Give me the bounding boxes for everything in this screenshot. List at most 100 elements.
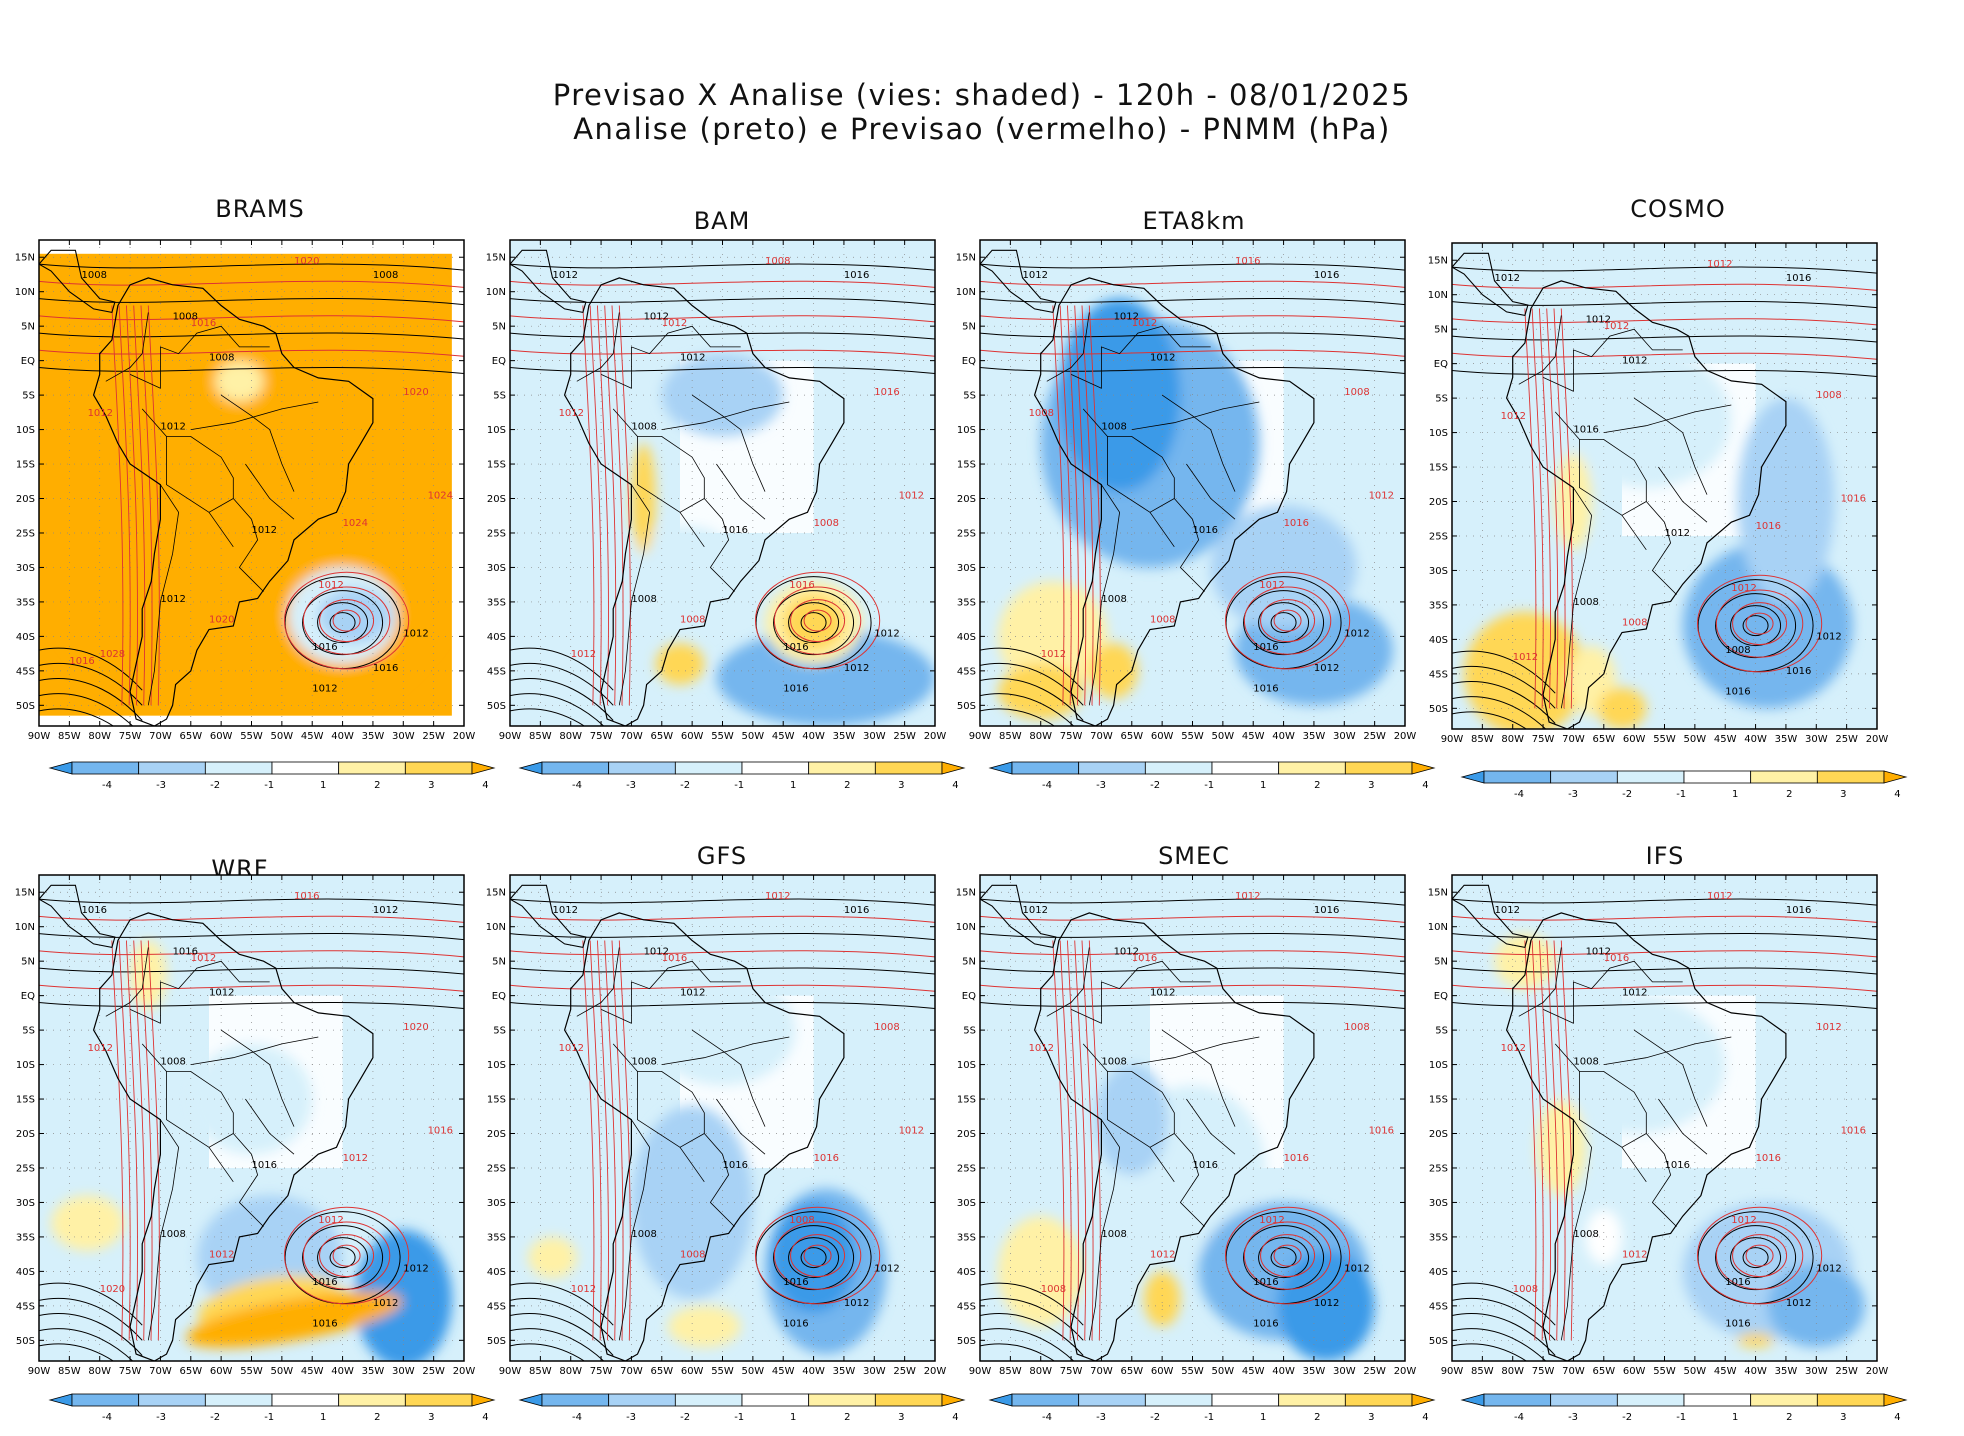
colorbar-label: 1 <box>790 780 796 791</box>
isobar-line <box>39 1282 143 1326</box>
low-pressure-isobar-forecast <box>1745 1244 1774 1267</box>
latitude-label: 30S <box>487 563 506 574</box>
forecast-contour-label: 1012 <box>899 491 924 502</box>
andes-isobar-forecast <box>611 305 624 706</box>
latitude-label: 5S <box>493 1026 506 1037</box>
analysis-contour-label: 1012 <box>1586 314 1611 325</box>
longitude-label: 45W <box>301 1366 324 1377</box>
latitude-label: EQ <box>962 991 976 1002</box>
analysis-contour-label: 1016 <box>1253 642 1278 653</box>
colorbar-segment <box>138 1393 206 1407</box>
colorbar-label: 4 <box>1894 789 1900 800</box>
colorbar-label: -3 <box>1568 789 1578 800</box>
country-border <box>1554 1043 1677 1227</box>
latitude-label: 5S <box>22 391 35 402</box>
longitude-label: 45W <box>1714 1366 1737 1377</box>
colorbar-segment <box>338 761 406 775</box>
country-border <box>1560 487 1593 709</box>
longitude-label: 85W <box>529 1366 552 1377</box>
colorbar-label: -2 <box>210 780 220 791</box>
longitude-label: 40W <box>1272 1366 1295 1377</box>
colorbar-label: 2 <box>374 780 380 791</box>
latitude-label: 20S <box>1429 1129 1448 1140</box>
andes-isobar-forecast <box>133 940 146 1341</box>
country-border <box>1046 312 1090 382</box>
analysis-contour-label: 1012 <box>1114 946 1139 957</box>
analysis-contour-label: 1008 <box>82 270 107 281</box>
forecast-contour-label: 1012 <box>1150 1250 1175 1261</box>
map-wrf: 1016 101210161012100810161012101610121016… <box>15 874 475 1377</box>
latitude-label: 35S <box>1429 600 1448 611</box>
analysis-contour-label: 1012 <box>874 628 899 639</box>
latitude-label: 5S <box>1435 394 1448 405</box>
isobar-line <box>980 1282 1084 1326</box>
analysis-contour-label: 1016 <box>844 270 869 281</box>
latitude-label: 15S <box>16 1095 35 1106</box>
forecast-contour-label: 1008 <box>1513 1284 1538 1295</box>
analysis-contour-label: 1012 <box>1314 663 1339 674</box>
latitude-label: 5S <box>963 1026 976 1037</box>
low-pressure-isobar-forecast <box>283 571 410 670</box>
country-border <box>1603 1036 1732 1065</box>
longitude-label: 85W <box>999 1366 1022 1377</box>
map-bam: 1012 101610121012100810161012101610121016… <box>486 239 946 742</box>
longitude-label: 60W <box>1623 734 1646 745</box>
isobar-line <box>39 298 464 306</box>
andes-isobar-forecast <box>1052 940 1065 1341</box>
forecast-contour-label: 1020 <box>100 1284 125 1295</box>
colorbar-segment <box>1278 1393 1346 1407</box>
lat-lon-grid <box>980 875 1405 1361</box>
country-border <box>618 1119 651 1341</box>
latitude-label: 10S <box>487 425 506 436</box>
lat-lon-grid <box>39 240 464 726</box>
isobar-line <box>1452 266 1877 274</box>
latitude-label: 15S <box>16 460 35 471</box>
colorbar-segment <box>608 1393 676 1407</box>
longitude-label: 20W <box>453 1366 476 1377</box>
isobar-line <box>39 967 464 975</box>
analysis-contour-label: 1012 <box>1150 353 1175 364</box>
longitude-label: 25W <box>422 1366 445 1377</box>
colorbar-label: -3 <box>626 1412 636 1423</box>
country-border <box>1633 397 1708 495</box>
colorbar-label: 1 <box>1732 1412 1738 1423</box>
colorbar-smec: -4 -3 -2 -1 1 2 3 4 <box>988 1393 1436 1423</box>
forecast-contour-label: 1016 <box>1235 256 1260 267</box>
longitude-label: 65W <box>1592 734 1615 745</box>
country-border <box>716 1098 766 1155</box>
panel-title-gfs: GFS <box>696 842 748 870</box>
latitude-label: 10S <box>16 1060 35 1071</box>
forecast-contour-label: 1012 <box>318 580 343 591</box>
colorbar-segment <box>471 761 496 775</box>
latitude-label: 5N <box>1434 325 1448 336</box>
isobar-line <box>980 950 1405 958</box>
latitude-label: 50S <box>1429 704 1448 715</box>
longitude-label: 65W <box>1120 731 1143 742</box>
isobar-line <box>39 662 143 706</box>
isobar-line <box>980 263 1405 271</box>
forecast-contour-label: 1016 <box>1604 953 1629 964</box>
forecast-contour-label: 1012 <box>571 1284 596 1295</box>
forecast-contour-label: 1016 <box>814 1153 839 1164</box>
longitude-label: 35W <box>1303 731 1326 742</box>
low-pressure-isobar-forecast <box>332 609 361 632</box>
isobar-line <box>39 1001 464 1010</box>
longitude-label: 80W <box>1501 734 1524 745</box>
latitude-label: 40S <box>1429 1267 1448 1278</box>
country-border <box>105 947 149 1017</box>
analysis-contour-label: 1016 <box>1253 1277 1278 1288</box>
longitude-label: 55W <box>711 1366 734 1377</box>
andes-isobar-forecast <box>589 940 602 1341</box>
low-pressure-isobar-forecast <box>1260 599 1316 643</box>
colorbar-segment <box>808 1393 876 1407</box>
low-pressure-isobar <box>1730 1237 1782 1279</box>
colorbar-segment <box>1078 761 1146 775</box>
country-border <box>147 484 180 706</box>
analysis-contour-label: 1008 <box>1725 645 1750 656</box>
colorbar-eta8km: -4 -3 -2 -1 1 2 3 4 <box>988 761 1436 791</box>
map-cosmo: 1012 101610121012101610121016100810121016… <box>1428 242 1888 745</box>
country-border <box>1579 1071 1647 1148</box>
longitude-label: 90W <box>1441 1366 1464 1377</box>
country-border <box>1107 1071 1175 1148</box>
colorbar-segment <box>1211 1393 1280 1407</box>
